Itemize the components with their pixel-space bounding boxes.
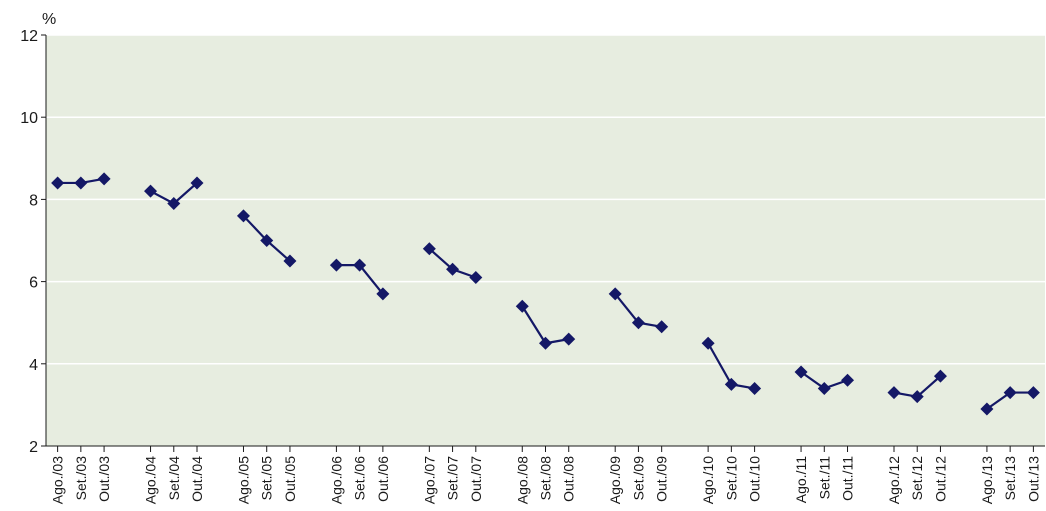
y-tick-label: 8 — [29, 192, 38, 209]
data-point — [980, 402, 994, 416]
x-tick-label: Out./03 — [96, 456, 112, 502]
x-tick-label: Ago./13 — [979, 456, 995, 504]
data-points — [51, 172, 1040, 416]
gridlines — [46, 34, 1045, 365]
data-point — [167, 197, 181, 211]
x-tick-label: Ago./04 — [143, 456, 159, 504]
x-tick-label: Out./06 — [375, 456, 391, 502]
x-tick-label: Set./09 — [630, 456, 646, 501]
x-tick-label: Set./05 — [259, 456, 275, 501]
y-tick-label: 6 — [29, 275, 38, 292]
y-tick-label: 10 — [20, 110, 38, 127]
x-tick-label: Out./11 — [840, 456, 856, 501]
x-tick-label: Out./13 — [1025, 456, 1041, 502]
x-tick-label: Out./05 — [282, 456, 298, 502]
x-tick-label: Out./07 — [468, 456, 484, 502]
y-axis-unit-label: % — [42, 11, 56, 28]
x-tick-label: Ago./10 — [700, 456, 716, 504]
y-tick-label: 12 — [20, 28, 38, 45]
data-point — [631, 316, 645, 330]
x-tick-label: Ago./05 — [235, 456, 251, 504]
data-point — [144, 184, 158, 198]
x-axis-tick-labels: Ago./03 Set./03 Out./03 Ago./04 Set./04 Out./… — [50, 456, 1042, 504]
data-point — [469, 270, 483, 284]
data-point — [515, 299, 529, 313]
y-tick-label: 2 — [29, 439, 38, 456]
x-tick-label: Out./12 — [932, 456, 948, 502]
data-point — [329, 258, 343, 272]
x-tick-label: Set./11 — [816, 456, 832, 500]
y-axis-tick-labels: 2 4 6 8 10 12 — [20, 28, 38, 456]
data-point — [933, 369, 947, 383]
data-point — [841, 373, 855, 387]
x-tick-label: Set./08 — [538, 456, 554, 501]
x-tick-label: Out./08 — [561, 456, 577, 502]
x-tick-label: Ago./07 — [421, 456, 437, 504]
data-point — [817, 381, 831, 395]
x-tick-label: Out./10 — [747, 456, 763, 502]
x-tick-label: Ago./12 — [886, 456, 902, 504]
x-tick-label: Ago./09 — [607, 456, 623, 504]
data-point — [446, 262, 460, 276]
data-point — [910, 390, 924, 404]
data-point — [283, 254, 297, 268]
data-point — [190, 176, 204, 190]
x-tick-label: Set./12 — [909, 456, 925, 501]
data-point — [236, 209, 250, 223]
data-point — [539, 336, 552, 350]
x-tick-label: Set./03 — [73, 456, 89, 501]
data-point — [376, 287, 390, 301]
x-tick-label: Out./09 — [654, 456, 670, 502]
data-point — [353, 258, 367, 272]
x-tick-label: Ago./11 — [793, 456, 809, 503]
axes — [41, 34, 1045, 452]
data-point — [1003, 386, 1017, 400]
data-point — [1026, 386, 1040, 400]
data-point — [422, 242, 436, 256]
data-point — [51, 176, 65, 190]
x-tick-label: Ago./06 — [328, 456, 344, 504]
data-point — [748, 381, 762, 395]
data-point — [724, 377, 738, 391]
data-point — [701, 336, 715, 350]
x-tick-label: Set./13 — [1002, 456, 1018, 501]
data-point — [97, 172, 111, 186]
x-tick-label: Set./06 — [352, 456, 368, 501]
data-point — [655, 320, 669, 334]
x-tick-label: Out./04 — [189, 456, 205, 502]
x-tick-label: Set./07 — [445, 456, 461, 501]
x-tick-label: Set./10 — [723, 456, 739, 501]
data-point — [887, 386, 901, 400]
x-tick-label: Set./04 — [166, 456, 182, 501]
x-tick-label: Ago./08 — [514, 456, 530, 504]
x-tick-label: Ago./03 — [50, 456, 66, 504]
data-point — [74, 176, 88, 190]
data-point — [562, 332, 576, 346]
data-point — [608, 287, 622, 301]
data-point — [260, 234, 274, 247]
plot-area — [46, 35, 1045, 446]
data-point — [794, 365, 808, 379]
y-tick-label: 4 — [29, 357, 38, 374]
